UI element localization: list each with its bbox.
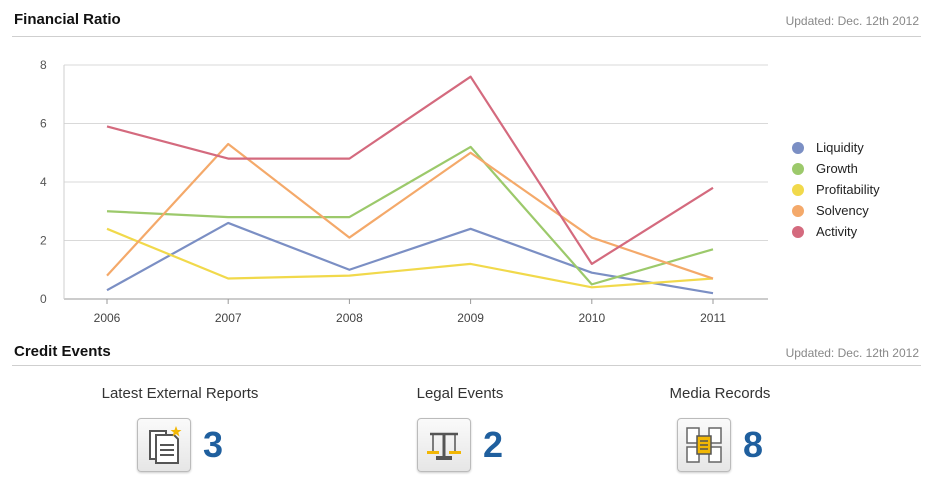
chart-legend: Liquidity Growth Profitability Solvency …: [792, 137, 880, 242]
event-count[interactable]: 8: [742, 424, 764, 465]
legend-item-solvency[interactable]: Solvency: [792, 200, 880, 221]
event-label: Media Records: [669, 385, 771, 402]
series-line-solvency: [106, 142, 714, 280]
x-tick-label: 2011: [700, 311, 726, 325]
report-icon[interactable]: [136, 418, 191, 472]
event-count[interactable]: 2: [482, 424, 504, 465]
legend-item-liquidity[interactable]: Liquidity: [792, 137, 880, 158]
event-label: Legal Events: [416, 385, 504, 402]
x-tick-label: 2006: [94, 311, 121, 325]
y-tick-label: 4: [40, 175, 47, 189]
legend-swatch: [792, 162, 804, 175]
series-line-activity: [106, 75, 714, 265]
financial-divider: [12, 36, 921, 37]
y-tick-label: 0: [40, 292, 47, 306]
credit-events-title: Credit Events: [14, 343, 111, 360]
financial-updated-text: Updated: Dec. 12th 2012: [785, 14, 919, 28]
legend-swatch: [792, 204, 804, 217]
legend-swatch: [792, 141, 804, 154]
legend-item-profitability[interactable]: Profitability: [792, 179, 880, 200]
x-tick-label: 2007: [215, 311, 242, 325]
financial-ratio-chart: 0 2 4 6 8 2006 2007 2008 2009 2010 2011: [40, 58, 768, 325]
y-tick-label: 8: [40, 58, 47, 72]
scales-icon[interactable]: [416, 418, 471, 472]
y-tick-label: 2: [40, 234, 47, 248]
legend-label: Growth: [816, 161, 858, 176]
latest-external-reports[interactable]: Latest External Reports 3: [50, 385, 310, 472]
x-tick-label: 2009: [457, 311, 484, 325]
financial-ratio-title: Financial Ratio: [14, 11, 121, 28]
x-tick-label: 2008: [336, 311, 363, 325]
event-label: Latest External Reports: [101, 385, 259, 402]
x-tick-label: 2010: [578, 311, 605, 325]
event-count[interactable]: 3: [202, 424, 224, 465]
legend-label: Profitability: [816, 182, 880, 197]
media-records[interactable]: Media Records 8: [590, 385, 850, 472]
legend-label: Solvency: [816, 203, 869, 218]
legend-item-activity[interactable]: Activity: [792, 221, 880, 242]
legend-label: Liquidity: [816, 140, 864, 155]
series-line-growth: [106, 145, 714, 286]
y-tick-label: 6: [40, 117, 47, 131]
media-records-icon[interactable]: [676, 418, 731, 472]
legend-swatch: [792, 183, 804, 196]
series-line-profitability: [106, 227, 714, 289]
legal-events[interactable]: Legal Events 2: [330, 385, 590, 472]
legend-swatch: [792, 225, 804, 238]
series-line-liquidity: [106, 221, 714, 295]
legend-item-growth[interactable]: Growth: [792, 158, 880, 179]
credit-divider: [12, 365, 921, 366]
legend-label: Activity: [816, 224, 858, 239]
credit-updated-text: Updated: Dec. 12th 2012: [785, 346, 919, 360]
